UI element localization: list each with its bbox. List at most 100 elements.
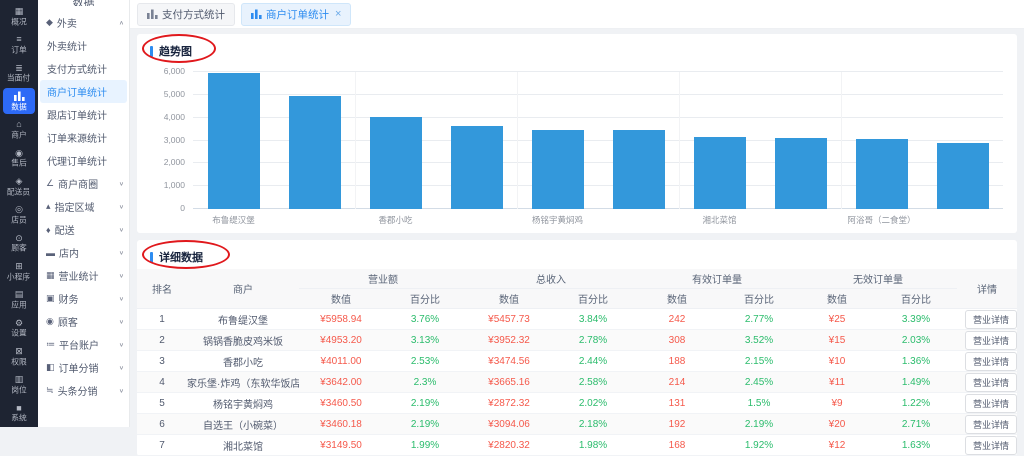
sidebar-title: 数据 bbox=[72, 0, 95, 6]
rail-item-face-to-face-pay[interactable]: ≣ 当面付 bbox=[3, 60, 35, 86]
order-distribution-icon: ◧ bbox=[46, 362, 55, 372]
rail-item-orders[interactable]: ≡ 订单 bbox=[3, 31, 35, 57]
platform-account-icon: ≔ bbox=[46, 339, 55, 349]
rail-item-settings[interactable]: ⚙ 设置 bbox=[3, 315, 35, 341]
sidebar-item-order-source-stats[interactable]: 订单来源统计 bbox=[38, 126, 129, 149]
bar-chart-icon bbox=[251, 9, 262, 19]
header-group-2: 有效订单量 bbox=[635, 269, 799, 289]
rail-item-mini-program[interactable]: ⊞ 小程序 bbox=[3, 258, 35, 284]
sidebar-item-label: 订单分销 bbox=[58, 364, 99, 375]
chart-bar-7 bbox=[693, 137, 746, 209]
sidebar-item-takeout-stats[interactable]: 外卖统计 bbox=[38, 34, 129, 57]
business-stats-icon: ▦ bbox=[46, 270, 55, 280]
face-to-face-pay-icon: ≣ bbox=[15, 62, 23, 73]
cell-percent: 3.84% bbox=[551, 308, 635, 330]
cell-value: ¥9 bbox=[799, 392, 875, 414]
rail-item-courier[interactable]: ◈ 配送员 bbox=[3, 173, 35, 199]
rail-item-label: 售后 bbox=[11, 158, 27, 168]
cell-action: 营业详情 bbox=[957, 371, 1017, 393]
sidebar-item-label: 营业统计 bbox=[58, 272, 99, 283]
sidebar-item-label: 平台账户 bbox=[59, 341, 99, 352]
sidebar-item-designated-area[interactable]: ▴ 指定区域 ∨ bbox=[38, 195, 129, 218]
sidebar-item-agent-order-stats[interactable]: 代理订单统计 bbox=[38, 149, 129, 172]
rail-item-apps[interactable]: ▤ 应用 bbox=[3, 286, 35, 312]
sidebar-item-customers[interactable]: ◉ 顾客 ∨ bbox=[38, 310, 129, 333]
sidebar-item-label: 商户商圈 bbox=[58, 180, 99, 191]
table-row: 2 锅锅香脆皮鸡米饭 ¥4953.20 3.13% ¥3952.32 2.78% 308 3.… bbox=[137, 329, 1017, 351]
table-row: 3 香郡小吃 ¥4011.00 2.53% ¥3474.56 2.44% 188 2.15% ¥… bbox=[137, 350, 1017, 372]
business-detail-button[interactable]: 营业详情 bbox=[964, 351, 1017, 371]
cell-percent: 2.71% bbox=[875, 413, 957, 435]
section-accent-bar bbox=[150, 45, 153, 57]
rail-item-permissions[interactable]: ⊠ 权限 bbox=[3, 343, 35, 369]
sidebar-item-merchant-district[interactable]: ∠ 商户商圈 ∨ bbox=[38, 172, 129, 195]
sidebar-item-label: 商户订单统计 bbox=[47, 88, 107, 99]
finance-icon: ▣ bbox=[46, 293, 55, 303]
positions-icon: ▥ bbox=[14, 374, 24, 385]
business-detail-button[interactable]: 营业详情 bbox=[964, 435, 1017, 455]
tab-label: 支付方式统计 bbox=[162, 8, 225, 21]
header-merchant: 商户 bbox=[187, 269, 299, 309]
business-detail-button[interactable]: 营业详情 bbox=[964, 309, 1017, 329]
sidebar-item-merchant-order-stats[interactable]: 商户订单统计 bbox=[40, 80, 127, 103]
cell-value: ¥2820.32 bbox=[467, 434, 551, 456]
table-row: 6 自选王（小碗菜） ¥3460.18 2.19% ¥3094.06 2.18% 192 2.… bbox=[137, 413, 1017, 435]
rail-item-customer[interactable]: ⊙ 顾客 bbox=[3, 230, 35, 256]
rail-item-store-staff[interactable]: ◎ 店员 bbox=[3, 201, 35, 227]
chevron-down-icon: ∨ bbox=[118, 296, 124, 302]
sidebar-item-platform-account[interactable]: ≔ 平台账户 ∨ bbox=[38, 333, 129, 356]
sidebar-item-payment-method-stats[interactable]: 支付方式统计 bbox=[38, 57, 129, 80]
rail-item-positions[interactable]: ▥ 岗位 bbox=[3, 371, 35, 397]
business-detail-button[interactable]: 营业详情 bbox=[964, 372, 1017, 392]
rail-item-data[interactable]: 数据 bbox=[3, 87, 35, 115]
courier-icon: ◈ bbox=[15, 176, 23, 187]
trend-title: 趋势图 bbox=[159, 46, 192, 58]
sidebar-menu: ◆ 外卖 ∧ 外卖统计支付方式统计 商户订单统计跟店订单统计 订单来源统计代理订单统计 ∠ 商… bbox=[38, 11, 129, 402]
header-percent: 百分比 bbox=[551, 288, 635, 309]
business-detail-button[interactable]: 营业详情 bbox=[964, 330, 1017, 350]
sidebar-item-store-order-stats[interactable]: 跟店订单统计 bbox=[38, 103, 129, 126]
payment-method-stats-tab[interactable]: 支付方式统计 bbox=[137, 2, 235, 26]
cell-value: ¥3474.56 bbox=[467, 350, 551, 372]
sidebar-item-delivery[interactable]: ♦ 配送 ∨ bbox=[38, 218, 129, 241]
table-row: 1 布鲁缇汉堡 ¥5958.94 3.76% ¥5457.73 3.84% 242 2.77%… bbox=[137, 308, 1017, 330]
sidebar-item-label: 头条分销 bbox=[57, 387, 98, 398]
sidebar-item-label: 支付方式统计 bbox=[47, 65, 107, 76]
rail-item-after-sales[interactable]: ◉ 售后 bbox=[3, 145, 35, 171]
business-detail-button[interactable]: 营业详情 bbox=[964, 393, 1017, 413]
cell-percent: 2.78% bbox=[551, 329, 635, 351]
cell-percent: 1.98% bbox=[551, 434, 635, 456]
sidebar-item-toutiao-distribution[interactable]: ≒ 头条分销 ∨ bbox=[38, 379, 129, 402]
trend-card: 趋势图 0 1,000 2,000 3,000 4,000 5,000 6,000 布鲁缇汉堡… bbox=[137, 34, 1017, 233]
cell-merchant: 自选王（小碗菜） bbox=[187, 413, 299, 435]
store-staff-icon: ◎ bbox=[15, 204, 23, 215]
sidebar-item-order-distribution[interactable]: ◧ 订单分销 ∨ bbox=[38, 356, 129, 379]
rail-item-merchant[interactable]: ⌂ 商户 bbox=[3, 116, 35, 142]
sidebar-item-takeout[interactable]: ◆ 外卖 ∧ bbox=[38, 11, 129, 34]
cell-merchant: 家乐堡·炸鸡（东软华饭店） bbox=[187, 371, 299, 393]
cell-percent: 1.99% bbox=[383, 434, 467, 456]
sidebar-item-label: 店内 bbox=[59, 249, 79, 260]
sidebar-item-finance[interactable]: ▣ 财务 ∨ bbox=[38, 287, 129, 310]
cell-value: ¥25 bbox=[799, 308, 875, 330]
rail-item-system[interactable]: ■ 系统 bbox=[3, 400, 35, 426]
rail-item-label: 店员 bbox=[11, 215, 27, 225]
business-detail-button[interactable]: 营业详情 bbox=[964, 414, 1017, 434]
sidebar-item-business-stats[interactable]: ▦ 营业统计 ∨ bbox=[38, 264, 129, 287]
in-store-icon: ▬ bbox=[46, 247, 55, 258]
cell-action: 营业详情 bbox=[957, 434, 1017, 456]
sidebar-item-label: 外卖统计 bbox=[47, 42, 87, 53]
detail-title: 详细数据 bbox=[159, 252, 203, 264]
chart-bar-6 bbox=[612, 130, 665, 209]
merchant-order-stats-tab[interactable]: 商户订单统计 × bbox=[241, 2, 352, 26]
rail-item-overview[interactable]: ▦ 概况 bbox=[3, 3, 35, 29]
sidebar-item-in-store[interactable]: ▬ 店内 ∨ bbox=[38, 241, 129, 264]
cell-percent: 2.58% bbox=[551, 371, 635, 393]
chevron-down-icon: ∨ bbox=[118, 388, 124, 394]
tab-label: 商户订单统计 bbox=[266, 8, 329, 21]
sidebar-item-label: 代理订单统计 bbox=[47, 157, 107, 168]
close-icon[interactable]: × bbox=[335, 8, 342, 20]
overview-icon: ▦ bbox=[14, 6, 24, 17]
vertical-gridline bbox=[841, 72, 842, 209]
chart-bar-5 bbox=[531, 130, 584, 209]
